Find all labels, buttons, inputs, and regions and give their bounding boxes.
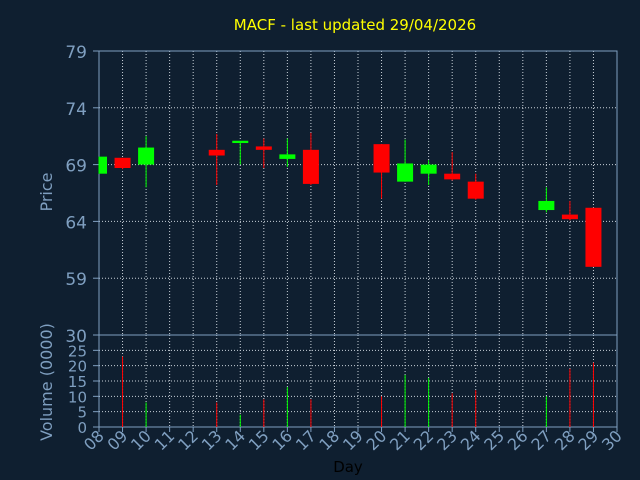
candle-body [444,173,461,180]
candle-body [585,207,602,267]
volume-tick-label: 15 [68,373,87,391]
volume-tick-label: 30 [65,327,87,347]
price-tick-label: 69 [65,157,87,177]
candle-body [561,214,578,220]
price-panel: 79 74 69 64 59 [65,43,618,336]
price-axis-label: Price [37,172,56,211]
candle-body [255,146,272,150]
candle-body [397,163,414,182]
candle-body [279,154,296,159]
candle-body [467,181,484,199]
price-tick-label: 79 [65,43,87,63]
volume-axis-label: Volume (0000) [37,323,56,441]
candle-body [138,147,155,165]
volume-tick-label: 5 [77,404,87,422]
candle-body [302,149,319,184]
chart-title: MACF - last updated 29/04/2026 [234,16,476,34]
price-tick-label: 64 [65,213,87,233]
price-tick-label: 59 [65,270,87,290]
candle-body [114,157,131,169]
candle-body [232,140,249,144]
volume-tick-label: 20 [68,358,87,376]
x-axis-label: Day [333,458,363,476]
candle-body [208,149,225,156]
candle-body [373,144,390,173]
volume-tick-label: 25 [68,342,87,360]
candle-body [420,164,437,174]
candle-body [99,156,107,174]
candle-body [538,200,555,211]
volume-tick-label: 10 [68,388,87,406]
price-tick-label: 74 [65,100,87,120]
volume-tick-label: 0 [77,419,87,437]
